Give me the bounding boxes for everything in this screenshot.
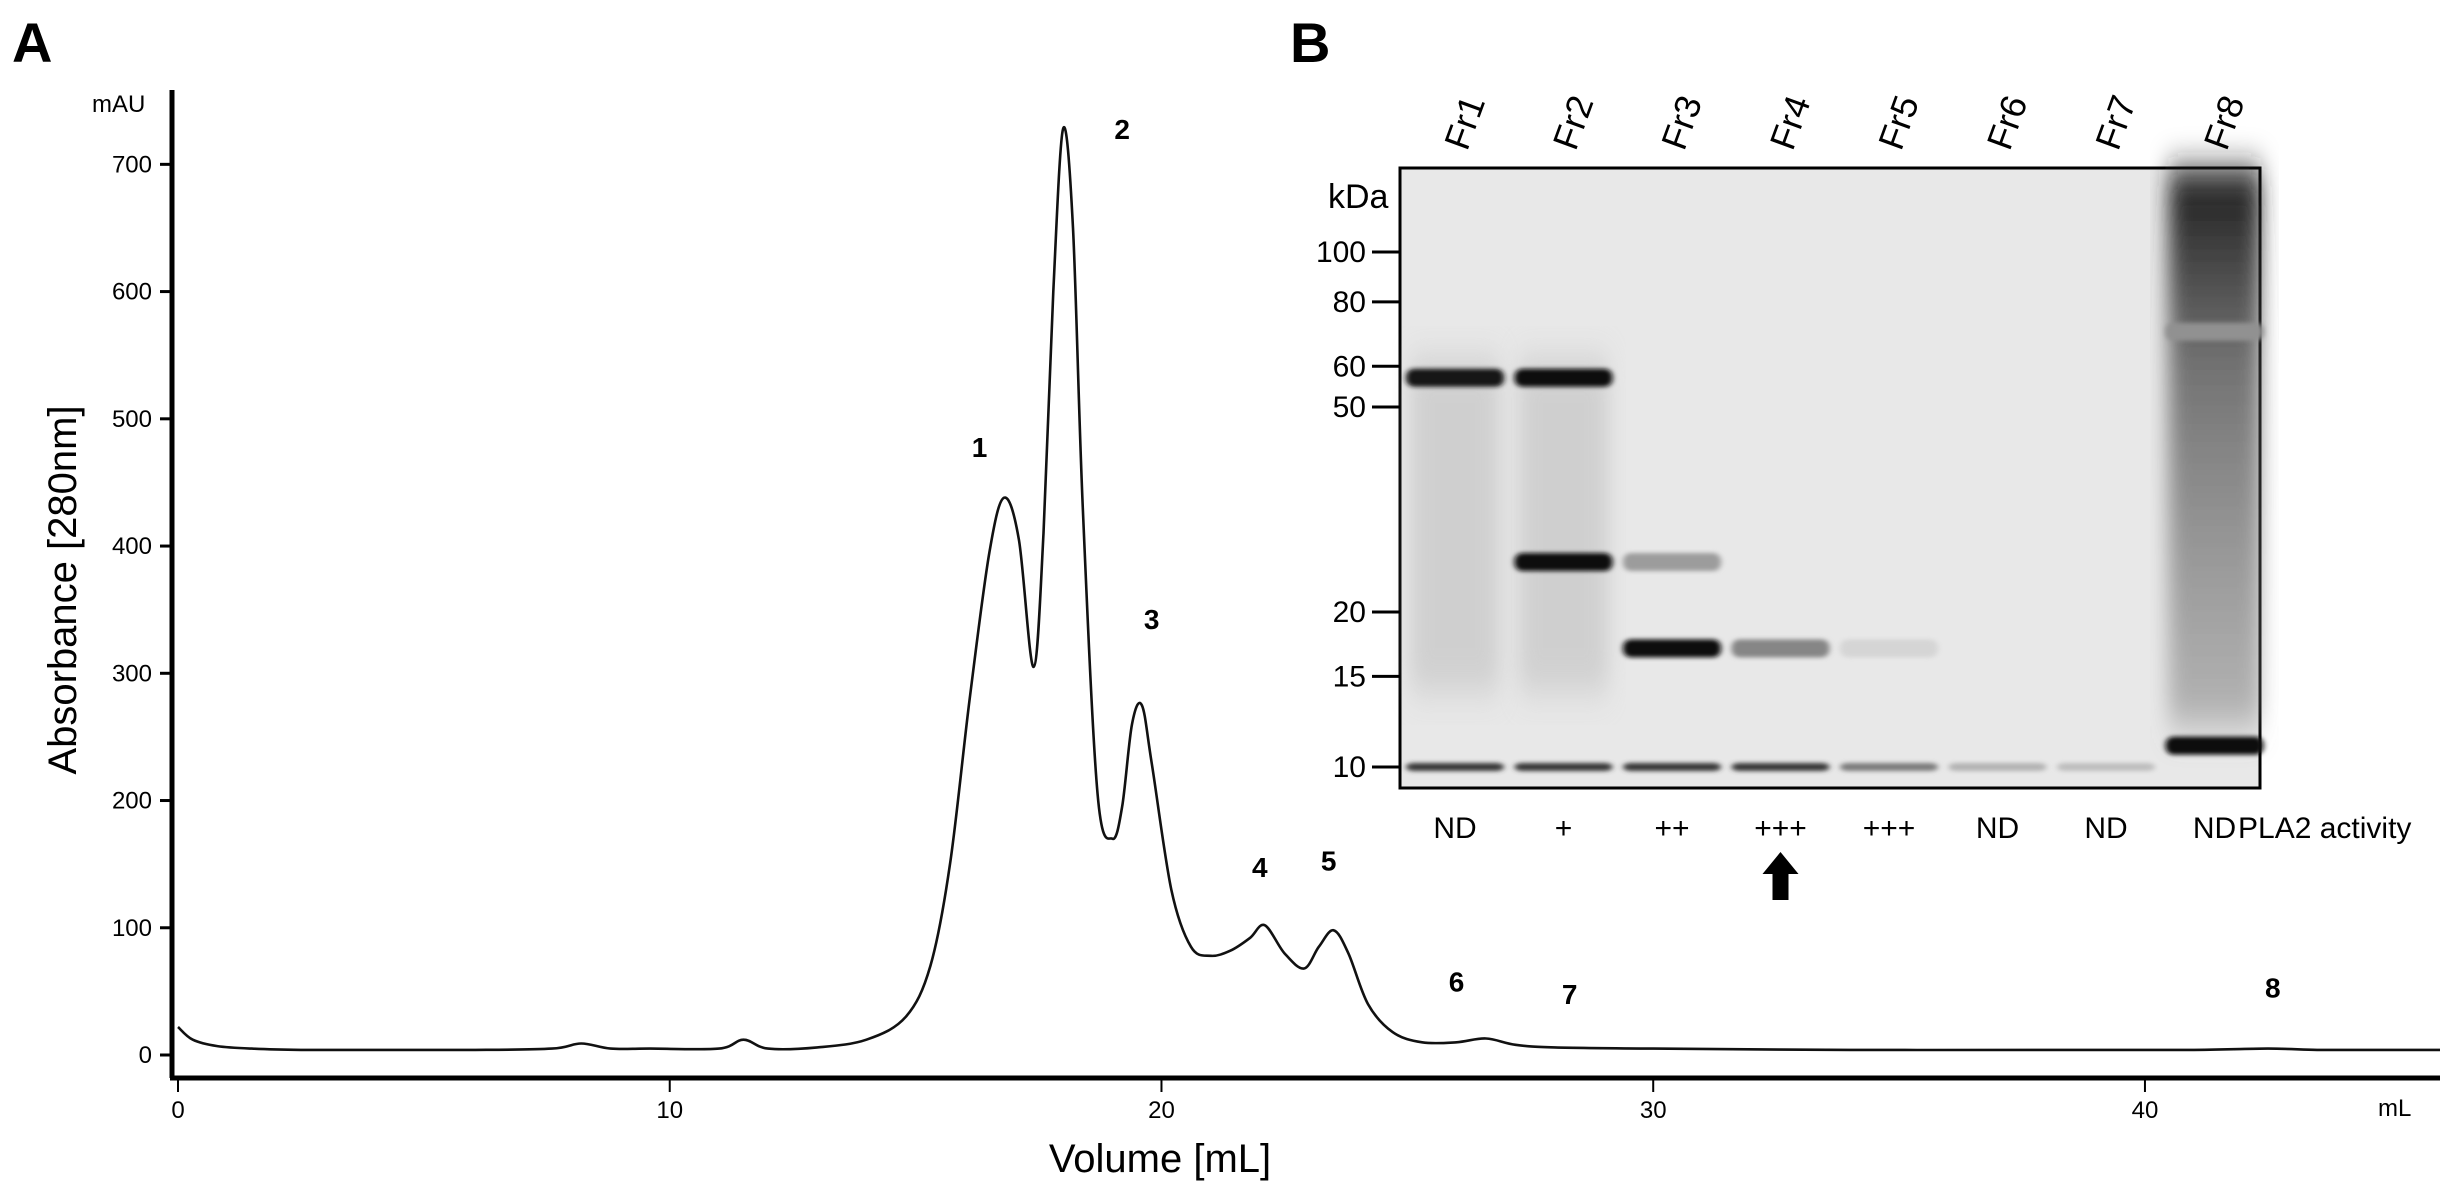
y-axis-title: Absorbance [280nm] — [41, 405, 85, 774]
x-tick-label: 10 — [656, 1097, 683, 1124]
peak-label: 2 — [1114, 114, 1130, 145]
lane-label: Fr5 — [1870, 90, 1927, 155]
activity-label: PLA2 activity — [2238, 812, 2411, 845]
gel-band — [1514, 553, 1613, 572]
lane-smear — [1518, 358, 1609, 692]
peak-label: 6 — [1449, 966, 1465, 997]
gel-band — [1406, 368, 1504, 387]
x-tick-label: 20 — [1148, 1097, 1175, 1124]
gel-band — [1406, 763, 1504, 771]
gel-band — [1623, 763, 1721, 771]
y-tick-label: 500 — [112, 406, 152, 433]
lane-label: Fr4 — [1761, 90, 1818, 155]
lane-label: Fr1 — [1436, 90, 1493, 155]
peak-label: 3 — [1144, 604, 1160, 635]
marker-label: 20 — [1333, 596, 1366, 629]
chromatogram-panel: mAU mL Absorbance [280nm] Volume [mL] 0 1… — [41, 90, 2440, 1181]
peak-label: 7 — [1562, 979, 1578, 1010]
y-tick-label: 600 — [112, 279, 152, 306]
x-axis-title: Volume [mL] — [1049, 1137, 1271, 1181]
y-tick-label: 200 — [112, 788, 152, 815]
lane-label: Fr2 — [1544, 90, 1601, 155]
panel-a-label: A — [12, 11, 52, 74]
marker-label: 100 — [1316, 236, 1366, 269]
lane-labels: Fr1 Fr2 Fr3 Fr4 Fr5 Fr6 Fr7 Fr8 — [1436, 90, 2252, 155]
activity-value: ND — [2193, 812, 2236, 845]
x-tick-label: 30 — [1640, 1097, 1667, 1124]
y-tick-label: 300 — [112, 660, 152, 687]
y-ticks: 0 100 200 300 400 500 600 700 — [112, 151, 172, 1069]
gel-band — [1731, 639, 1830, 658]
gel-bands — [1406, 322, 2264, 771]
activity-value: ND — [1976, 812, 2019, 845]
peak-label: 5 — [1321, 846, 1337, 877]
x-tick-label: 0 — [171, 1097, 184, 1124]
peak-label: 1 — [972, 432, 988, 463]
y-tick-label: 0 — [139, 1042, 152, 1069]
marker-label: 10 — [1333, 751, 1366, 784]
gel-band — [1840, 763, 1938, 771]
peak-label: 8 — [2265, 973, 2281, 1004]
marker-label: 15 — [1333, 660, 1366, 693]
y-tick-label: 700 — [112, 151, 152, 178]
kda-label: kDa — [1328, 178, 1389, 216]
gel-band — [1623, 553, 1721, 572]
x-tick-label: 40 — [2132, 1097, 2159, 1124]
marker-label: 60 — [1333, 350, 1366, 383]
gel-band — [1514, 763, 1613, 771]
activity-value: +++ — [1863, 812, 1916, 845]
gel-band — [2165, 322, 2264, 341]
marker-label: 80 — [1333, 286, 1366, 319]
lane-smears — [1410, 170, 2261, 727]
lane-label: Fr6 — [1978, 90, 2035, 155]
gel-band — [1514, 368, 1613, 387]
lane-smear — [2168, 170, 2261, 727]
activity-value: +++ — [1754, 812, 1807, 845]
marker-label: 50 — [1333, 391, 1366, 424]
x-unit-label: mL — [2378, 1095, 2411, 1122]
up-arrow-icon — [1762, 852, 1799, 900]
gel-band — [1948, 763, 2047, 771]
lane-smear — [1410, 358, 1500, 692]
lane-label: Fr7 — [2087, 90, 2144, 155]
activity-value: ++ — [1654, 812, 1689, 845]
gel-band — [2057, 763, 2155, 771]
activity-value: ND — [1433, 812, 1476, 845]
activity-value: + — [1555, 812, 1573, 845]
gel-band — [1623, 639, 1721, 658]
panel-b-label: B — [1290, 11, 1330, 74]
gel-panel: Fr1 Fr2 Fr3 Fr4 Fr5 Fr6 Fr7 Fr8 kDa 100 80 60 50 20… — [1316, 90, 2411, 900]
peak-label: 4 — [1252, 852, 1268, 883]
lane-label: Fr8 — [2195, 90, 2252, 155]
activity-value: ND — [2084, 812, 2127, 845]
y-unit-label: mAU — [92, 91, 145, 118]
y-tick-label: 100 — [112, 915, 152, 942]
gel-band — [2165, 736, 2264, 755]
gel-band — [1840, 639, 1938, 658]
peak-labels: 1 2 3 4 5 6 7 8 — [972, 114, 2281, 1010]
lane-label: Fr3 — [1653, 90, 1710, 155]
gel-band — [1731, 763, 1830, 771]
absorbance-trace — [177, 125, 2440, 1052]
marker-ticks: 100 80 60 50 20 15 10 — [1316, 236, 1400, 784]
activity-row: ND + ++ +++ +++ ND ND ND — [1433, 812, 2236, 845]
y-tick-label: 400 — [112, 533, 152, 560]
x-ticks: 0 10 20 30 40 — [171, 1078, 2158, 1124]
